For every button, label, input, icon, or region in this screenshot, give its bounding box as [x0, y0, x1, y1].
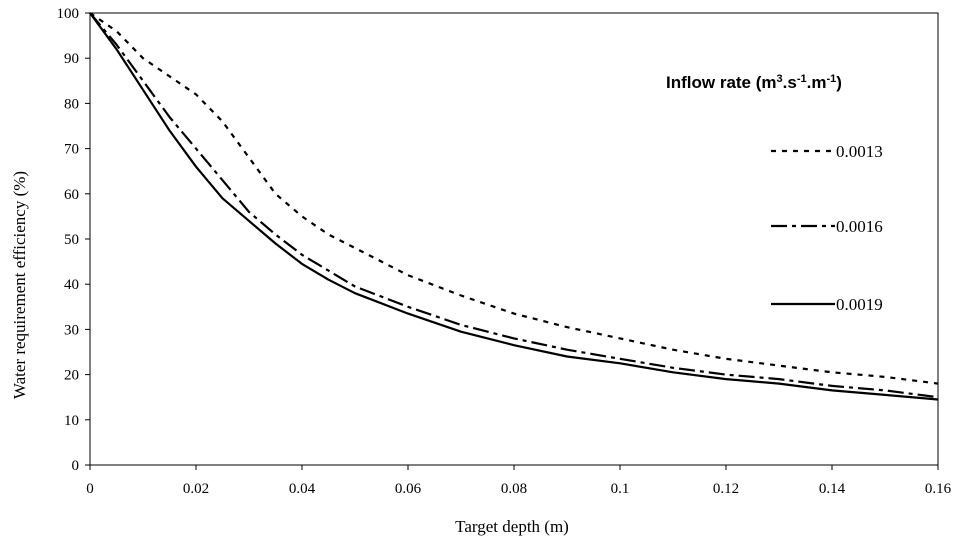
y-tick-label: 100 [57, 6, 80, 22]
y-tick-label: 70 [64, 142, 79, 158]
series-line-0.0013 [89, 12, 939, 385]
series-line-0.0016 [89, 12, 939, 399]
x-tick-label: 0 [86, 481, 94, 497]
y-tick-label: 90 [64, 51, 79, 67]
x-tick-label: 0.16 [925, 481, 952, 497]
y-tick-label: 0 [72, 458, 80, 474]
legend-label: 0.0013 [836, 142, 883, 161]
legend-label: 0.0016 [836, 217, 883, 236]
legend-title-sup: 3 [777, 73, 783, 85]
legend-title-part: .s [783, 73, 797, 92]
x-axis-title: Target depth (m) [455, 517, 569, 536]
x-tick-label: 0.1 [611, 481, 630, 497]
legend-title-sup: -1 [826, 73, 836, 85]
legend-title-sup: -1 [797, 73, 807, 85]
x-tick-label: 0.12 [713, 481, 739, 497]
x-tick-label: 0.02 [183, 481, 209, 497]
legend: Inflow rate (m3.s-1.m-1) 0.00130.00160.0… [666, 73, 883, 314]
y-tick-label: 40 [64, 277, 79, 293]
x-tick-label: 0.06 [395, 481, 422, 497]
x-axis-ticks: 0 0.02 0.04 0.06 0.08 0.1 0.12 0.14 0.16 [86, 465, 952, 497]
series-lines [89, 12, 939, 401]
x-tick-label: 0.08 [501, 481, 527, 497]
legend-title-part: Inflow rate (m [666, 73, 777, 92]
legend-title-part: .m [807, 73, 827, 92]
y-tick-label: 60 [64, 187, 79, 203]
y-axis-ticks: 0 10 20 30 40 50 60 70 80 90 100 [57, 6, 90, 474]
legend-label: 0.0019 [836, 295, 883, 314]
legend-title-part: ) [836, 73, 842, 92]
y-axis-title: Water requirement efficiency (%) [10, 171, 29, 399]
legend-entries: 0.0013 0.0016 0.0019 [771, 142, 883, 314]
x-tick-label: 0.14 [819, 481, 846, 497]
y-tick-label: 80 [64, 96, 79, 112]
series-line-0.0019 [89, 12, 939, 401]
legend-title: Inflow rate (m3.s-1.m-1) [666, 73, 842, 92]
x-tick-label: 0.04 [289, 481, 316, 497]
y-tick-label: 10 [64, 413, 79, 429]
y-tick-label: 50 [64, 232, 79, 248]
y-tick-label: 20 [64, 368, 79, 384]
y-tick-label: 30 [64, 322, 79, 338]
